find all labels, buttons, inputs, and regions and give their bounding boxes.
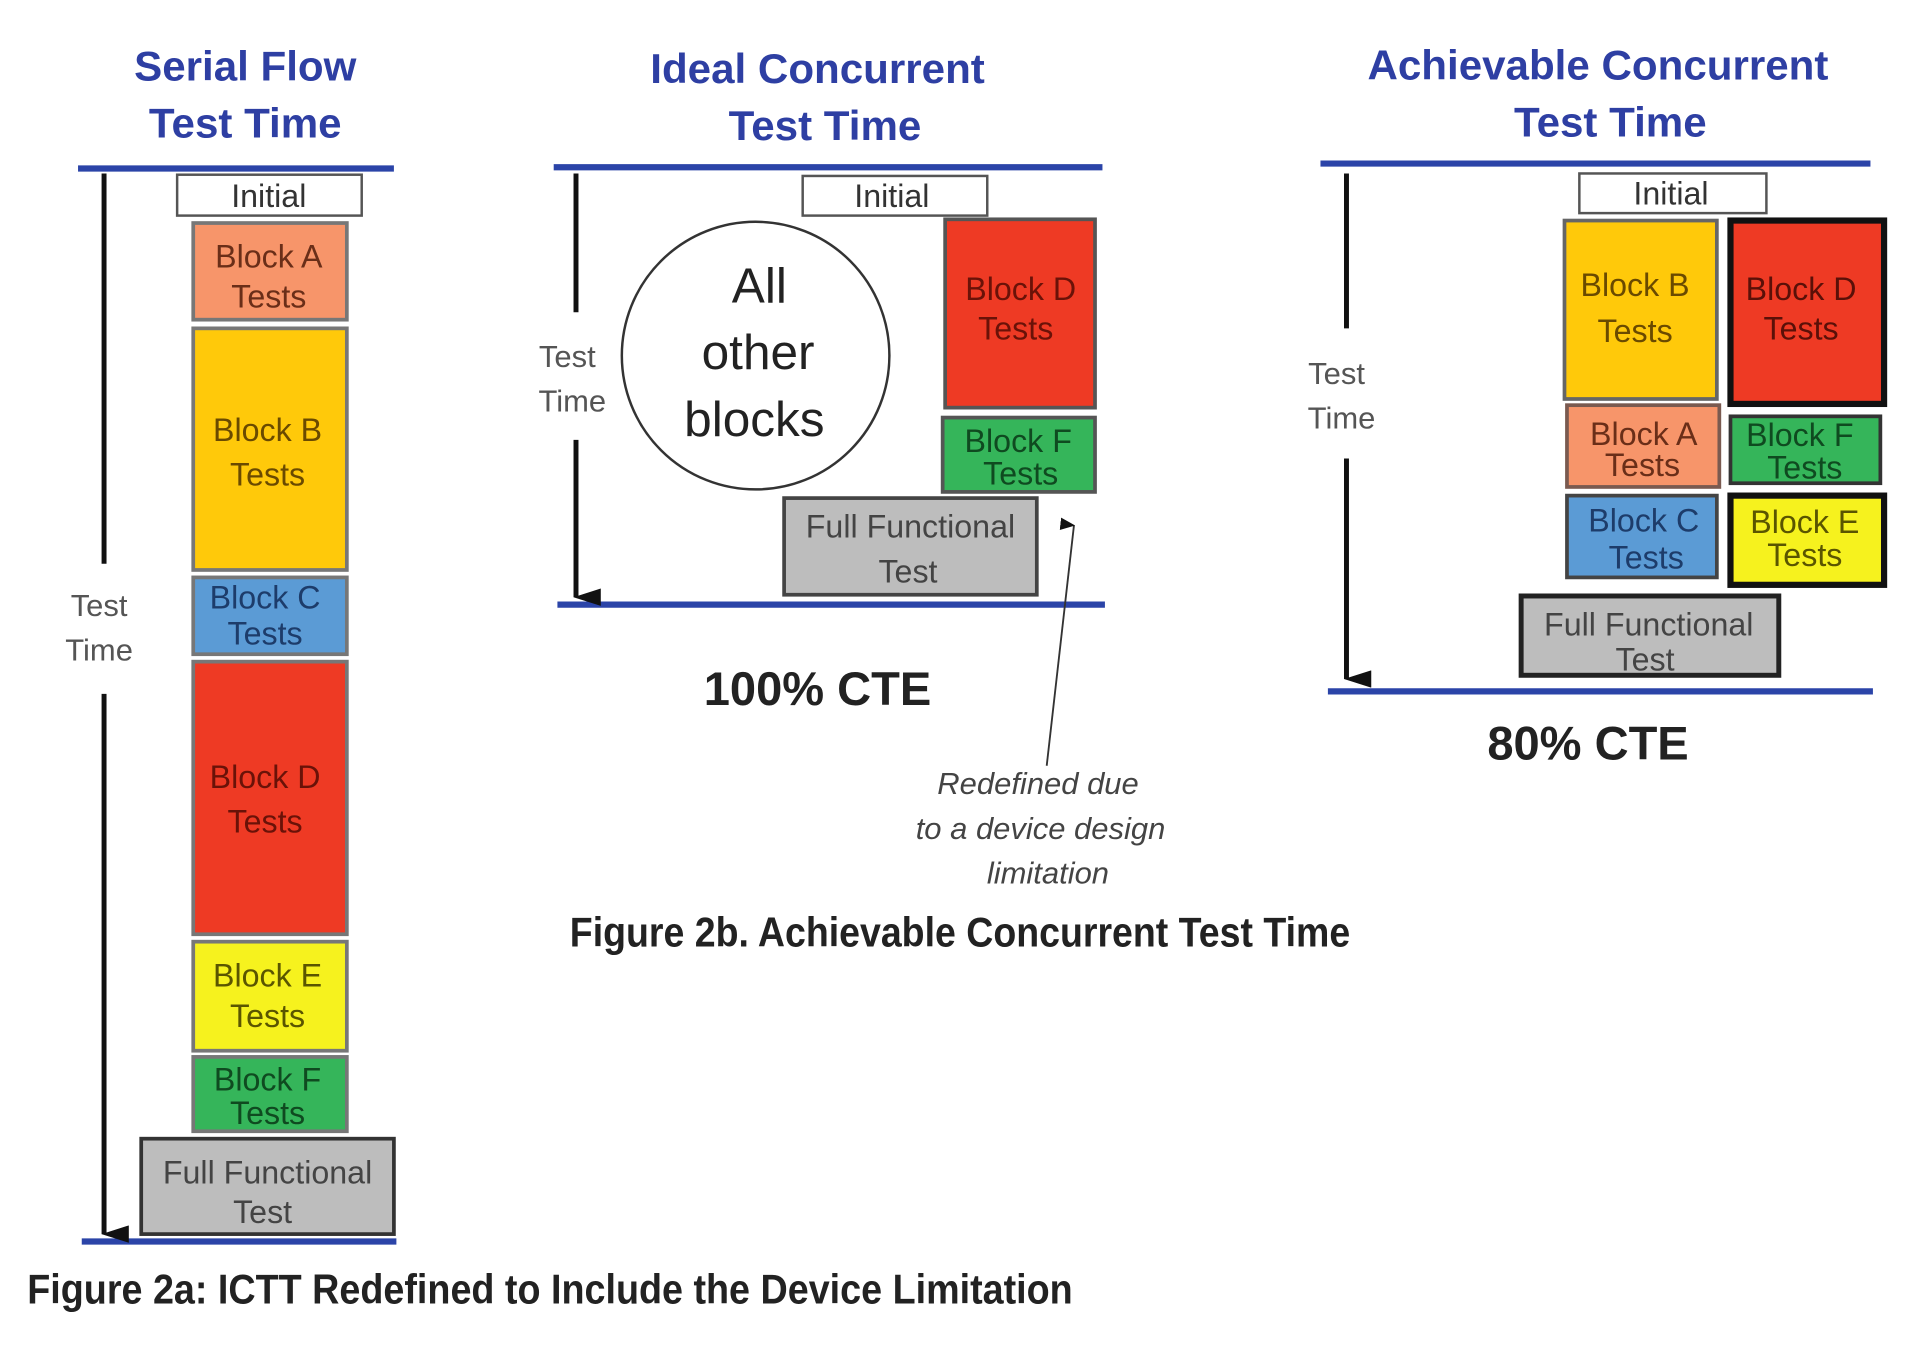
annotation-line2: to a device design [916, 811, 1166, 846]
initial-block [175, 173, 363, 217]
axis-label-line1: Test [71, 588, 128, 623]
achievable-title-line2: Test Time [1514, 98, 1707, 145]
block-e [1727, 492, 1888, 588]
block-f-label-2: Tests [1767, 449, 1842, 485]
block-c-label-1: Block C [210, 579, 321, 615]
block-c-label-1: Block C [1588, 503, 1699, 539]
initial-label: Initial [1633, 175, 1708, 211]
block-f [1728, 414, 1883, 486]
block-f-label-1: Block F [214, 1061, 321, 1097]
block-f-label-2: Tests [230, 1095, 305, 1131]
annotation-arrow-icon [1045, 517, 1076, 766]
block-a-label-2: Tests [231, 278, 306, 314]
block-d-label-1: Block D [1746, 271, 1857, 307]
block-d-label-2: Tests [228, 804, 303, 840]
block-a-label-1: Block A [1590, 416, 1698, 452]
circle-label-1: All [732, 257, 787, 313]
block-f-label-1: Block F [965, 423, 1072, 459]
block-e-label-2: Tests [1767, 537, 1842, 573]
full-functional-label-1: Full Functional [806, 509, 1015, 545]
block-b-label-1: Block B [213, 412, 322, 448]
axis-label-line2: Time [65, 632, 133, 667]
ideal-cte-value: 100% CTE [704, 662, 932, 715]
axis-label-line1: Test [539, 339, 596, 374]
initial-label: Initial [854, 178, 929, 214]
block-c [191, 575, 349, 657]
figure-2a-caption: Figure 2a: ICTT Redefined to Include the… [27, 1265, 1072, 1312]
block-b [1562, 218, 1719, 401]
block-e-label-1: Block E [213, 957, 322, 993]
serial-flow-panel: Serial Flow Test Time Test Time Initial … [65, 43, 397, 1245]
block-b-label-2: Tests [1598, 313, 1673, 349]
achievable-concurrent-panel: Achievable Concurrent Test Time Test Tim… [1308, 41, 1888, 770]
circle-label-3: blocks [684, 391, 824, 447]
serial-title-line2: Test Time [149, 100, 342, 147]
block-c [1565, 493, 1719, 580]
full-functional-block [782, 496, 1039, 597]
axis-label-line2: Time [538, 383, 606, 418]
block-f-label-1: Block F [1746, 417, 1853, 453]
block-d-label-2: Tests [978, 310, 1053, 346]
block-d-label-2: Tests [1764, 310, 1839, 346]
block-d-label-1: Block D [210, 759, 321, 795]
full-functional-block [139, 1136, 396, 1236]
full-functional-label-1: Full Functional [163, 1154, 372, 1190]
block-a [191, 221, 349, 322]
block-f-label-2: Tests [983, 455, 1058, 491]
full-functional-label-1: Full Functional [1544, 607, 1753, 643]
block-d [1727, 217, 1888, 408]
block-a [1565, 403, 1722, 489]
block-e-label-1: Block E [1750, 504, 1859, 540]
initial-block [801, 174, 989, 217]
block-c-label-2: Tests [1609, 540, 1684, 576]
ideal-title-line1: Ideal Concurrent [650, 45, 985, 92]
block-b [191, 326, 349, 572]
initial-block [1578, 172, 1768, 215]
annotation-line1: Redefined due [937, 766, 1138, 801]
axis-label-line1: Test [1308, 356, 1365, 391]
block-d [191, 659, 349, 937]
full-functional-block [1518, 593, 1782, 678]
achievable-title-line1: Achievable Concurrent [1367, 41, 1828, 88]
ideal-title-line2: Test Time [729, 102, 922, 149]
circle-label-2: other [702, 324, 815, 380]
block-b-label-1: Block B [1581, 267, 1690, 303]
block-f [940, 415, 1097, 494]
block-f [191, 1055, 349, 1134]
block-d-label-1: Block D [965, 271, 1076, 307]
block-a-label-1: Block A [215, 239, 323, 275]
annotation-line3: limitation [987, 855, 1109, 890]
full-functional-label-2: Test [233, 1194, 292, 1230]
full-functional-label-2: Test [878, 553, 937, 589]
ideal-concurrent-panel: Ideal Concurrent Test Time Test Time All… [538, 45, 1165, 890]
all-other-blocks-circle [620, 220, 891, 491]
initial-label: Initial [231, 178, 306, 214]
block-e [191, 939, 349, 1053]
achievable-cte-value: 80% CTE [1487, 717, 1688, 770]
block-a-label-2: Tests [1605, 447, 1680, 483]
figure-2b-caption: Figure 2b. Achievable Concurrent Test Ti… [570, 909, 1350, 956]
block-e-label-2: Tests [230, 998, 305, 1034]
axis-label-line2: Time [1308, 401, 1376, 436]
serial-title-line1: Serial Flow [134, 43, 357, 90]
block-c-label-2: Tests [228, 615, 303, 651]
block-b-label-2: Tests [230, 457, 305, 493]
full-functional-label-2: Test [1615, 641, 1674, 677]
block-d [943, 217, 1097, 410]
